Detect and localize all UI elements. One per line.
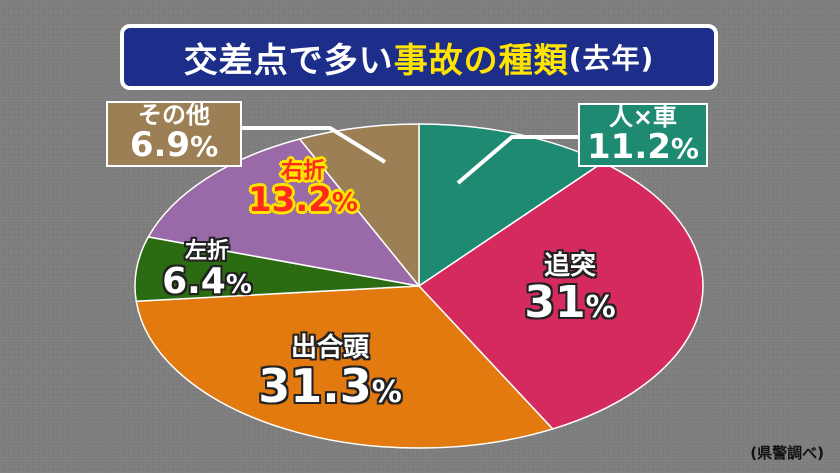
- label-right-turn: 右折 13.2%: [238, 160, 368, 219]
- slice-value-number: 6.4: [162, 261, 226, 303]
- slice-value: 31.3%: [240, 362, 420, 410]
- slice-label: 追突: [543, 251, 596, 281]
- slice-value-number: 11.2: [587, 127, 671, 168]
- percent-sign: %: [331, 188, 358, 219]
- slice-value-number: 31: [524, 277, 586, 329]
- leader-line-pedestrian-vehicle: [456, 135, 578, 185]
- slice-label: 人×車: [608, 103, 678, 131]
- slice-label: その他: [138, 101, 210, 129]
- slice-value: 13.2%: [238, 180, 368, 221]
- leader-line-other: [242, 126, 387, 164]
- slice-value-number: 6.9: [129, 125, 191, 166]
- slice-label: 左折: [184, 239, 229, 264]
- percent-sign: %: [190, 130, 219, 164]
- percent-sign: %: [225, 270, 252, 301]
- title-part-1: 交差点で多い: [183, 40, 394, 81]
- title-part-2: 事故の種類: [393, 40, 569, 81]
- title-part-3: (去年): [568, 42, 655, 75]
- label-box-other: その他 6.9%: [106, 101, 242, 167]
- slice-value: 6.9%: [108, 125, 240, 166]
- chart-title: 交差点で多い 事故の種類 (去年): [120, 24, 718, 90]
- label-crossing-collision: 出合頭 31.3%: [240, 333, 420, 411]
- slice-value-number: 13.2: [248, 180, 332, 221]
- source-note: (県警調べ): [750, 444, 824, 462]
- slice-label: 右折: [280, 159, 325, 184]
- label-box-pedestrian-vehicle: 人×車 11.2%: [578, 103, 708, 167]
- slice-left-turn: [134, 236, 420, 303]
- percent-sign: %: [585, 290, 616, 326]
- label-rear-end: 追突 31%: [505, 251, 635, 326]
- label-left-turn: 左折 6.4%: [152, 240, 262, 301]
- slice-value: 11.2%: [580, 127, 706, 168]
- slice-crossing-collision: [135, 285, 555, 449]
- percent-sign: %: [670, 132, 699, 166]
- percent-sign: %: [371, 375, 402, 411]
- slice-value: 31%: [505, 280, 635, 326]
- slice-rear-end: [417, 161, 704, 430]
- slice-value: 6.4%: [152, 263, 262, 301]
- slice-right-turn: [147, 138, 421, 288]
- slice-value-number: 31.3: [258, 359, 372, 414]
- slice-label: 出合頭: [290, 333, 369, 363]
- slice-other: [298, 123, 420, 289]
